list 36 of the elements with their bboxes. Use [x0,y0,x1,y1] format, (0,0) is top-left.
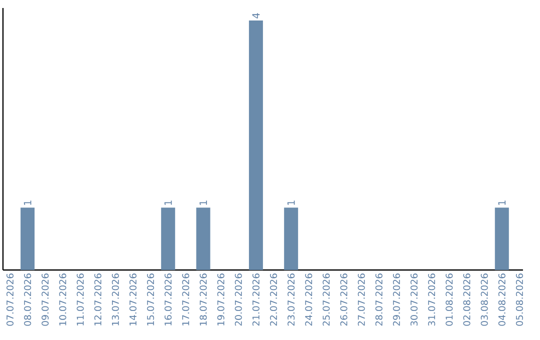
data-label: 1 [287,200,295,205]
x-tick-label: 02.08.2026 [463,274,470,326]
x-tick-label: 18.07.2026 [200,274,207,326]
x-tick-label: 16.07.2026 [164,274,172,326]
x-tick-label: 12.07.2026 [94,274,102,326]
x-tick-label: 25.07.2026 [322,274,330,326]
x-tick-label: 10.07.2026 [59,274,66,326]
x-tick-label: 14.07.2026 [129,274,136,326]
x-tick-label: 17.07.2026 [182,274,190,326]
x-tick-label: 13.07.2026 [112,274,119,326]
data-label: 1 [498,200,506,205]
x-tick-label: 21.07.2026 [252,274,260,326]
x-tick-label: 22.07.2026 [270,274,278,326]
x-tick-label: 05.08.2026 [516,274,523,326]
x-tick-label: 09.07.2026 [42,274,49,326]
x-tick-label: 20.07.2026 [234,274,242,326]
x-tick-label: 01.08.2026 [446,274,453,326]
x-tick-label: 26.07.2026 [340,274,348,326]
x-tick-label: 23.07.2026 [288,274,295,326]
x-tick-label: 31.07.2026 [428,274,436,326]
x-tick-label: 07.07.2026 [6,274,14,326]
x-tick-label: 11.07.2026 [76,274,84,326]
data-label: 4 [252,13,260,18]
x-tick-label: 04.08.2026 [498,274,506,326]
x-tick-label: 27.07.2026 [358,274,365,326]
x-tick-label: 19.07.2026 [217,274,224,326]
x-tick-label: 15.07.2026 [147,274,154,326]
x-tick-label: 03.08.2026 [480,274,488,326]
x-tick-label: 08.07.2026 [24,274,32,326]
data-label: 1 [200,200,207,205]
x-tick-label: 30.07.2026 [410,274,418,326]
x-tick-label: 28.07.2026 [375,274,382,326]
data-label: 1 [24,200,32,205]
x-tick-label: 24.07.2026 [305,274,312,326]
data-label: 1 [164,200,172,205]
x-tick-label: 29.07.2026 [392,274,400,326]
